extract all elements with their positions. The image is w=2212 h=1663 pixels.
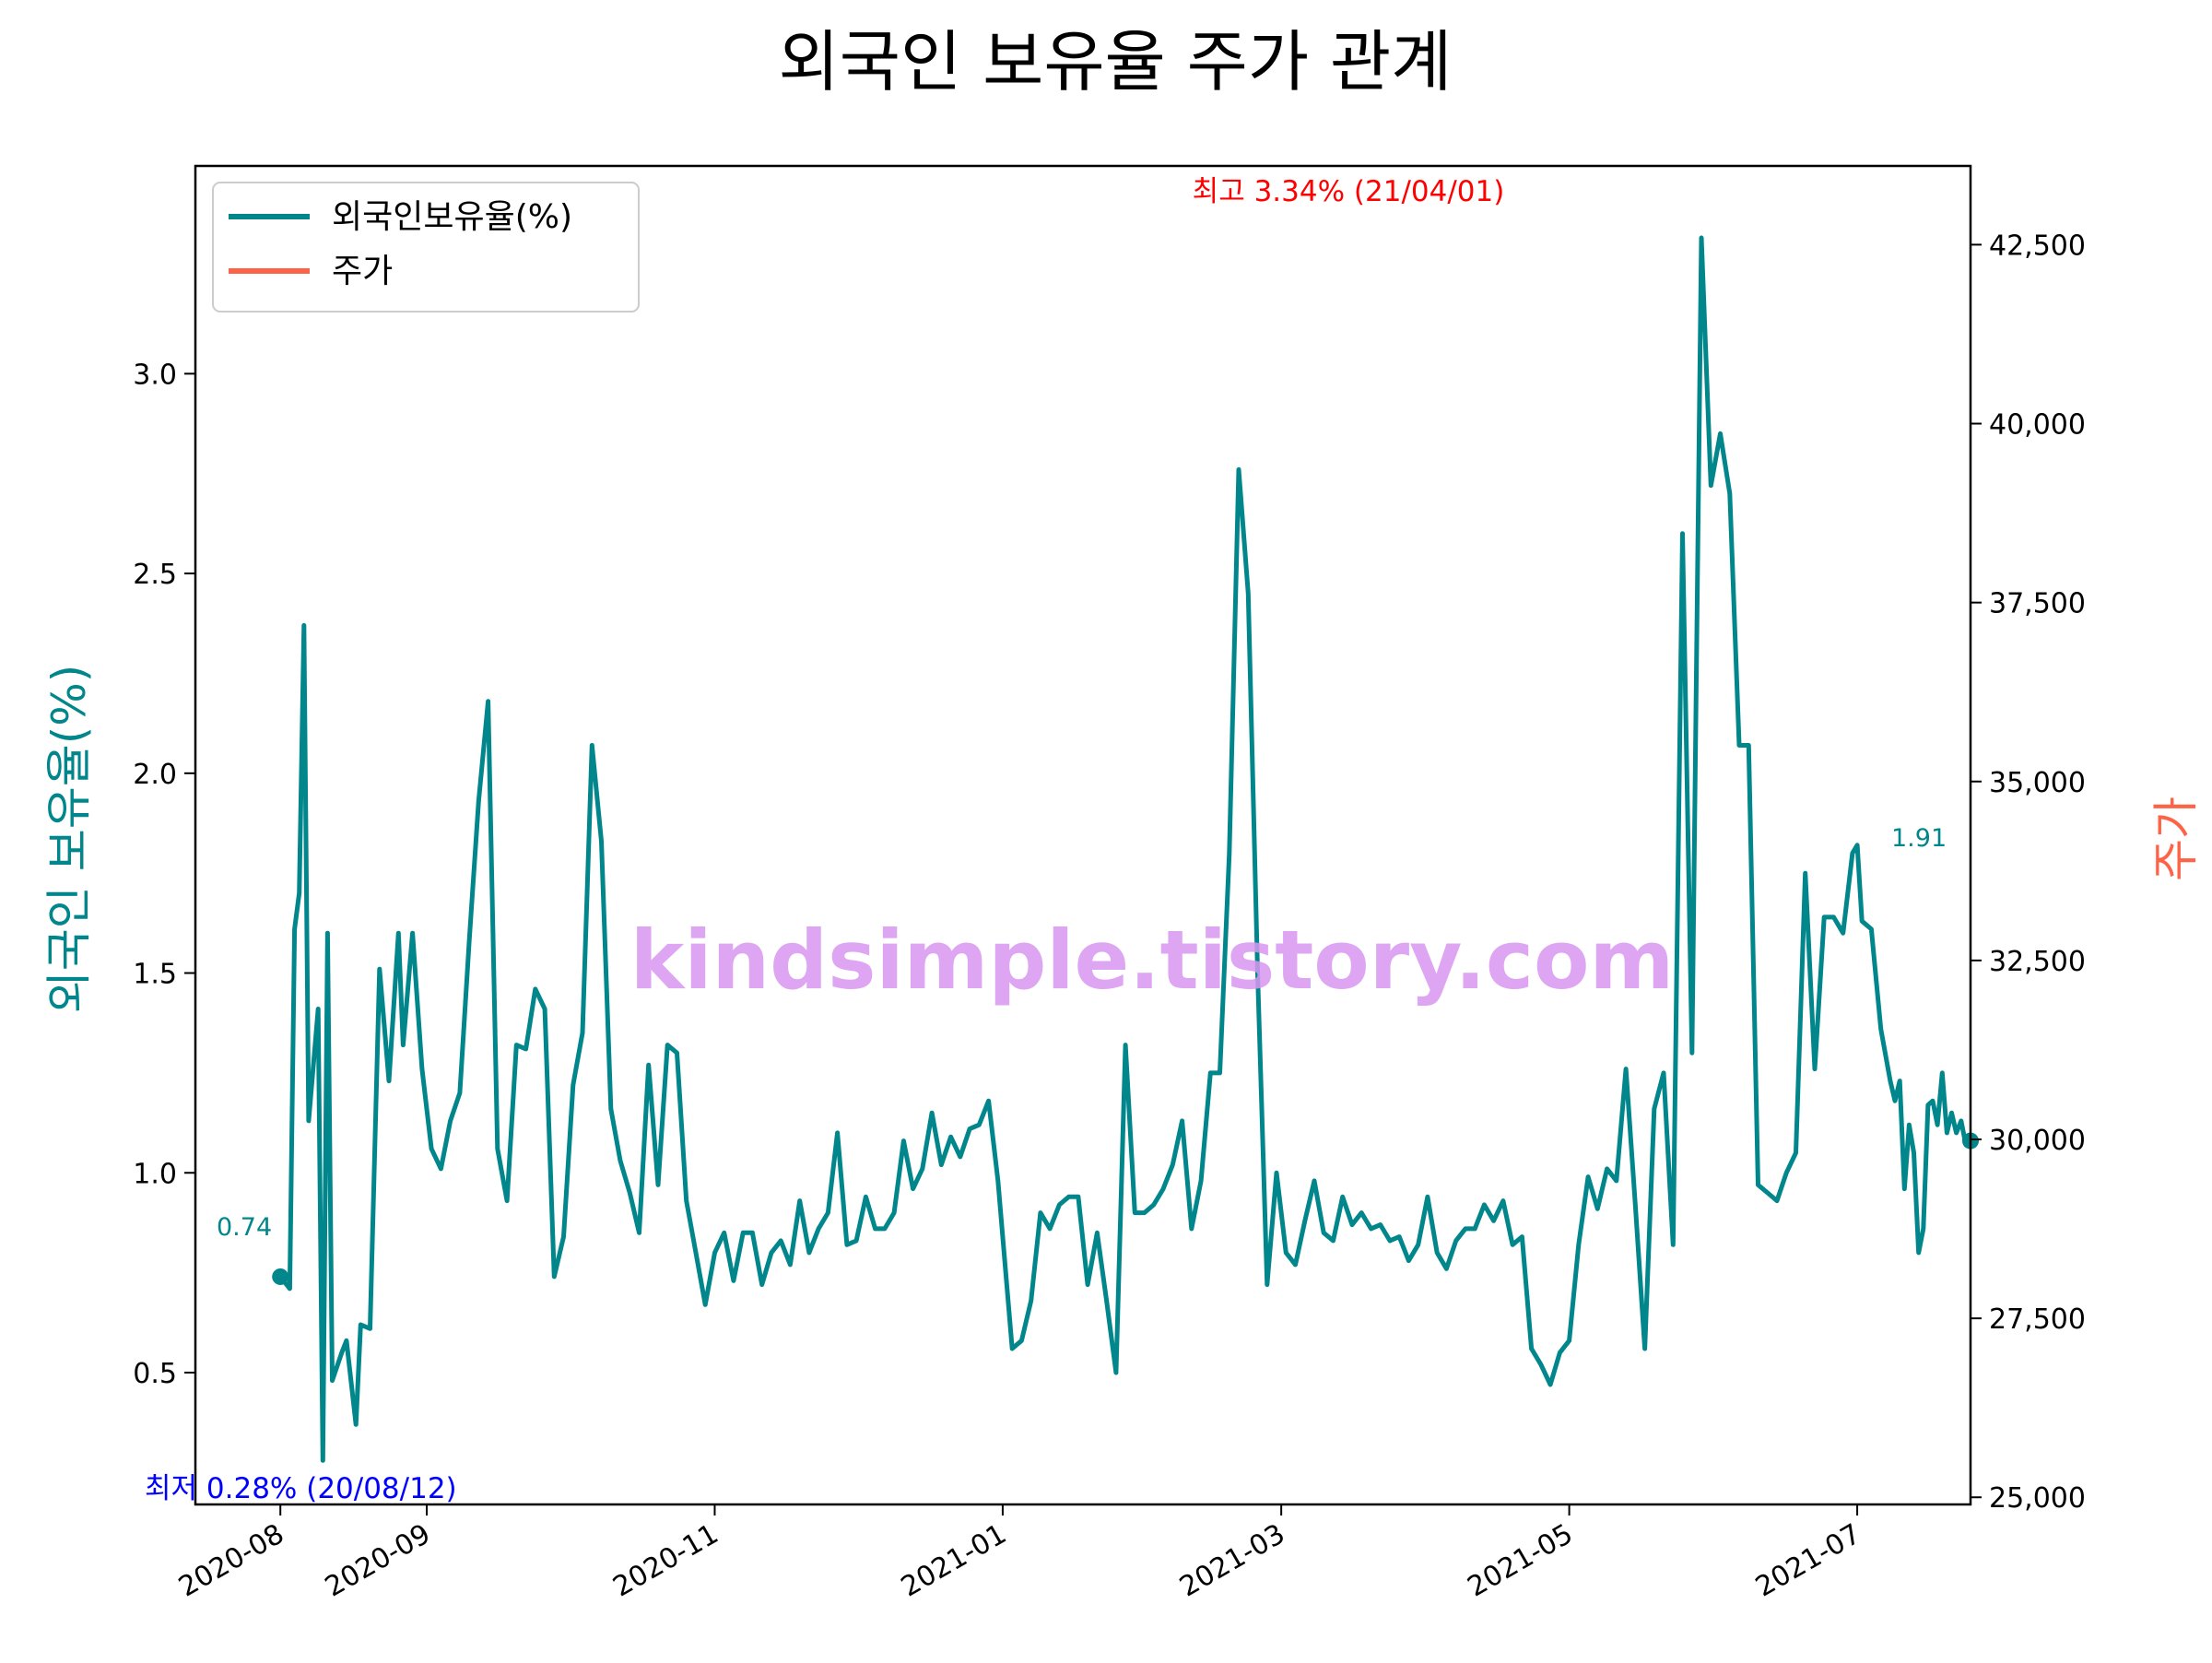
y-right-tick-label-1: 27,500: [1989, 1303, 2086, 1336]
y-left-tick-label-5: 3.0: [133, 359, 177, 391]
x-tick-label-0: 2020-08: [173, 1518, 289, 1604]
y-left-tick-label-1: 1.0: [133, 1158, 177, 1190]
plot-area: [272, 235, 1979, 1463]
chart-title: 외국인 보유율 주가 관계: [778, 23, 1452, 100]
legend-frame: [212, 182, 640, 313]
y-right-tick-label-4: 35,000: [1989, 767, 2086, 799]
x-tick-label-6: 2021-07: [1750, 1518, 1866, 1604]
y-axis-right-label: 주가: [2149, 796, 2203, 881]
x-tick-label-2: 2020-11: [607, 1518, 724, 1604]
plot-frame: [194, 164, 1972, 1506]
y-right-tick-label-2: 30,000: [1989, 1125, 2086, 1157]
y-left-tick-label-3: 2.0: [133, 759, 177, 791]
start-value-annotation: 0.74: [217, 1213, 272, 1242]
y-axis-left-label: 외국인 보유율(%): [42, 665, 96, 1013]
series-start-marker: [272, 1268, 289, 1285]
x-tick-label-1: 2020-09: [320, 1518, 436, 1604]
y-right-tick-label-6: 40,000: [1989, 409, 2086, 442]
y-right-tick-label-7: 42,500: [1989, 230, 2086, 262]
legend-label-price: 주가: [332, 253, 393, 290]
legend-label-foreign-ratio: 외국인보유율(%): [332, 198, 572, 236]
x-tick-label-3: 2021-01: [896, 1518, 1012, 1604]
x-tick-label-4: 2021-03: [1174, 1518, 1290, 1604]
series-line-0: [278, 235, 1972, 1463]
watermark: kindsimple.tistory.com: [630, 913, 1674, 1008]
max-annotation: 최고 3.34% (21/04/01): [1193, 175, 1505, 208]
min-annotation: 최저 0.28% (20/08/12): [145, 1472, 457, 1505]
y-left-tick-label-2: 1.5: [133, 959, 177, 991]
axes: 2020-08 2020-09 2020-11 2021-01 2021-03 2021-…: [133, 164, 2086, 1604]
y-right-tick-label-3: 32,500: [1989, 946, 2086, 978]
y-left-tick-label-0: 0.5: [133, 1358, 177, 1390]
legend: 외국인보유율(%) 주가: [212, 182, 640, 313]
end-value-annotation: 1.91: [1891, 824, 1947, 853]
x-tick-label-5: 2021-05: [1463, 1518, 1579, 1604]
y-left-tick-label-4: 2.5: [133, 559, 177, 591]
y-right-tick-label-5: 37,500: [1989, 588, 2086, 620]
y-right-tick-label-0: 25,000: [1989, 1482, 2086, 1515]
